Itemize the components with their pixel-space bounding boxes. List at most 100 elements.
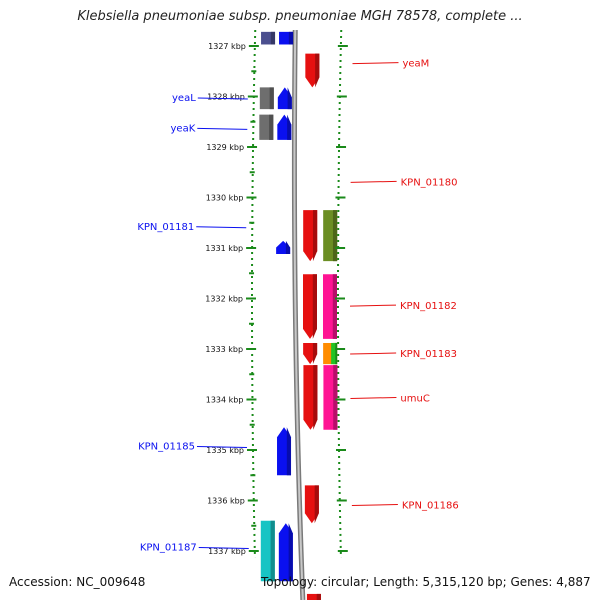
- tick: 1333 kbp: [205, 345, 346, 376]
- feature-fwd[interactable]: [277, 427, 292, 476]
- tick-label: 1333 kbp: [205, 345, 243, 354]
- feature-shade: [270, 520, 275, 582]
- feature-rev[interactable]: [303, 210, 318, 262]
- tick-label: 1336 kbp: [207, 497, 245, 506]
- feature-shade: [316, 593, 321, 600]
- tick-label: 1330 kbp: [206, 194, 244, 203]
- gene-name: yeaM: [402, 59, 429, 70]
- tick-label: 1334 kbp: [206, 396, 244, 405]
- tick-label: 1331 kbp: [205, 244, 243, 253]
- feature-shade: [332, 210, 338, 262]
- feature-fwd-outer[interactable]: [259, 87, 274, 110]
- gene-label-yeak[interactable]: yeaK: [171, 123, 248, 134]
- tick: 1327 kbp: [208, 42, 348, 73]
- feature-shade: [269, 87, 274, 110]
- tick: 1331 kbp: [205, 244, 346, 275]
- leader-line: [350, 180, 397, 183]
- gene-label-kpn_01181[interactable]: KPN_01181: [137, 222, 247, 233]
- feature-shade: [314, 485, 319, 524]
- gene-name: yeaK: [171, 123, 196, 134]
- gene-label-kpn_01187[interactable]: KPN_01187: [140, 542, 249, 553]
- feature-shade: [270, 31, 276, 45]
- backbone-core: [293, 29, 304, 600]
- feature-layer: [259, 31, 338, 600]
- feature-shade: [286, 427, 292, 476]
- feature-rev[interactable]: [305, 53, 320, 88]
- feature-rev-outer[interactable]: [323, 210, 338, 262]
- leader-line: [197, 97, 248, 100]
- gene-label-yeal[interactable]: yeaL: [172, 93, 248, 104]
- gene-name: KPN_01186: [402, 501, 459, 512]
- gene-name: yeaL: [172, 93, 196, 104]
- leader-line: [349, 304, 397, 307]
- genome-backbone: [291, 29, 306, 600]
- feature-rev-outer[interactable]: [323, 274, 338, 339]
- feature-fwd-outer[interactable]: [261, 31, 276, 45]
- feature-fwd[interactable]: [279, 31, 294, 45]
- leader-line: [196, 445, 247, 448]
- feature-fwd[interactable]: [277, 87, 292, 110]
- feature-shade: [288, 523, 293, 582]
- feature-rev-outer2[interactable]: [331, 342, 338, 365]
- gene-label-kpn_01180[interactable]: KPN_01180: [350, 177, 458, 188]
- leader-line: [198, 546, 249, 549]
- feature-shade: [312, 210, 318, 262]
- feature-fwd-outer[interactable]: [260, 520, 275, 582]
- leader-line: [351, 504, 398, 507]
- leader-line: [196, 226, 247, 229]
- feature-shade: [312, 274, 318, 339]
- tick: 1334 kbp: [206, 396, 346, 426]
- gene-name: KPN_01185: [138, 441, 195, 452]
- gene-label-kpn_01185[interactable]: KPN_01185: [138, 441, 247, 452]
- leader-line: [350, 396, 397, 399]
- feature-rev[interactable]: [303, 274, 318, 339]
- tick: 1335 kbp: [206, 446, 346, 477]
- feature-shade: [335, 342, 338, 365]
- leader-line: [352, 62, 399, 65]
- feature-rev[interactable]: [304, 485, 319, 524]
- feature-rev[interactable]: [303, 365, 318, 430]
- feature-shade: [287, 87, 292, 110]
- gene-name: KPN_01183: [400, 349, 457, 360]
- tick-label: 1329 kbp: [206, 143, 244, 152]
- gene-label-yeam[interactable]: yeaM: [352, 59, 429, 70]
- accession-text: Accession: NC_009648: [9, 575, 146, 589]
- feature-shade: [313, 365, 318, 430]
- topology-summary: Topology: circular; Length: 5,315,120 bp…: [261, 575, 591, 589]
- gene-label-kpn_01183[interactable]: KPN_01183: [350, 349, 457, 360]
- gene-name: KPN_01187: [140, 542, 197, 553]
- feature-shade: [333, 365, 338, 430]
- feature-fwd[interactable]: [276, 240, 291, 255]
- gene-name: umuC: [400, 393, 429, 404]
- tick: 1336 kbp: [207, 497, 347, 527]
- gene-name: KPN_01182: [400, 301, 457, 312]
- tick-label: 1328 kbp: [207, 93, 245, 102]
- feature-shade: [288, 31, 294, 45]
- feature-fwd-outer[interactable]: [259, 114, 274, 140]
- leader-line: [350, 352, 397, 355]
- feature-shade: [315, 53, 320, 88]
- label-layer: yeaM yeaL yeaK KPN_01180 KPN_01181 KPN_01182 K…: [137, 59, 458, 554]
- feature-shade: [269, 114, 274, 140]
- feature-shade: [312, 342, 318, 365]
- tick: 1328 kbp: [207, 93, 347, 123]
- tick-layer: 1327 kbp 1328 kbp 1329 kbp 1330 kbp 1331 kbp…: [205, 42, 348, 556]
- feature-shade: [285, 240, 291, 255]
- feature-rev[interactable]: [306, 593, 321, 600]
- track-guides: [251, 29, 343, 559]
- tick-label: 1332 kbp: [205, 295, 243, 304]
- tick: 1337 kbp: [208, 547, 348, 556]
- tick-label: 1335 kbp: [206, 446, 244, 455]
- tick: 1329 kbp: [206, 143, 347, 174]
- gene-label-kpn_01182[interactable]: KPN_01182: [349, 301, 457, 312]
- track-guide-right: [337, 29, 343, 559]
- gene-label-umuc[interactable]: umuC: [350, 393, 430, 404]
- gene-name: KPN_01181: [137, 222, 194, 233]
- gene-label-kpn_01186[interactable]: KPN_01186: [351, 501, 459, 512]
- feature-rev-outer[interactable]: [323, 365, 338, 430]
- feature-rev[interactable]: [303, 342, 318, 365]
- feature-shade: [287, 114, 292, 140]
- feature-fwd[interactable]: [277, 114, 292, 140]
- feature-fwd[interactable]: [278, 523, 293, 582]
